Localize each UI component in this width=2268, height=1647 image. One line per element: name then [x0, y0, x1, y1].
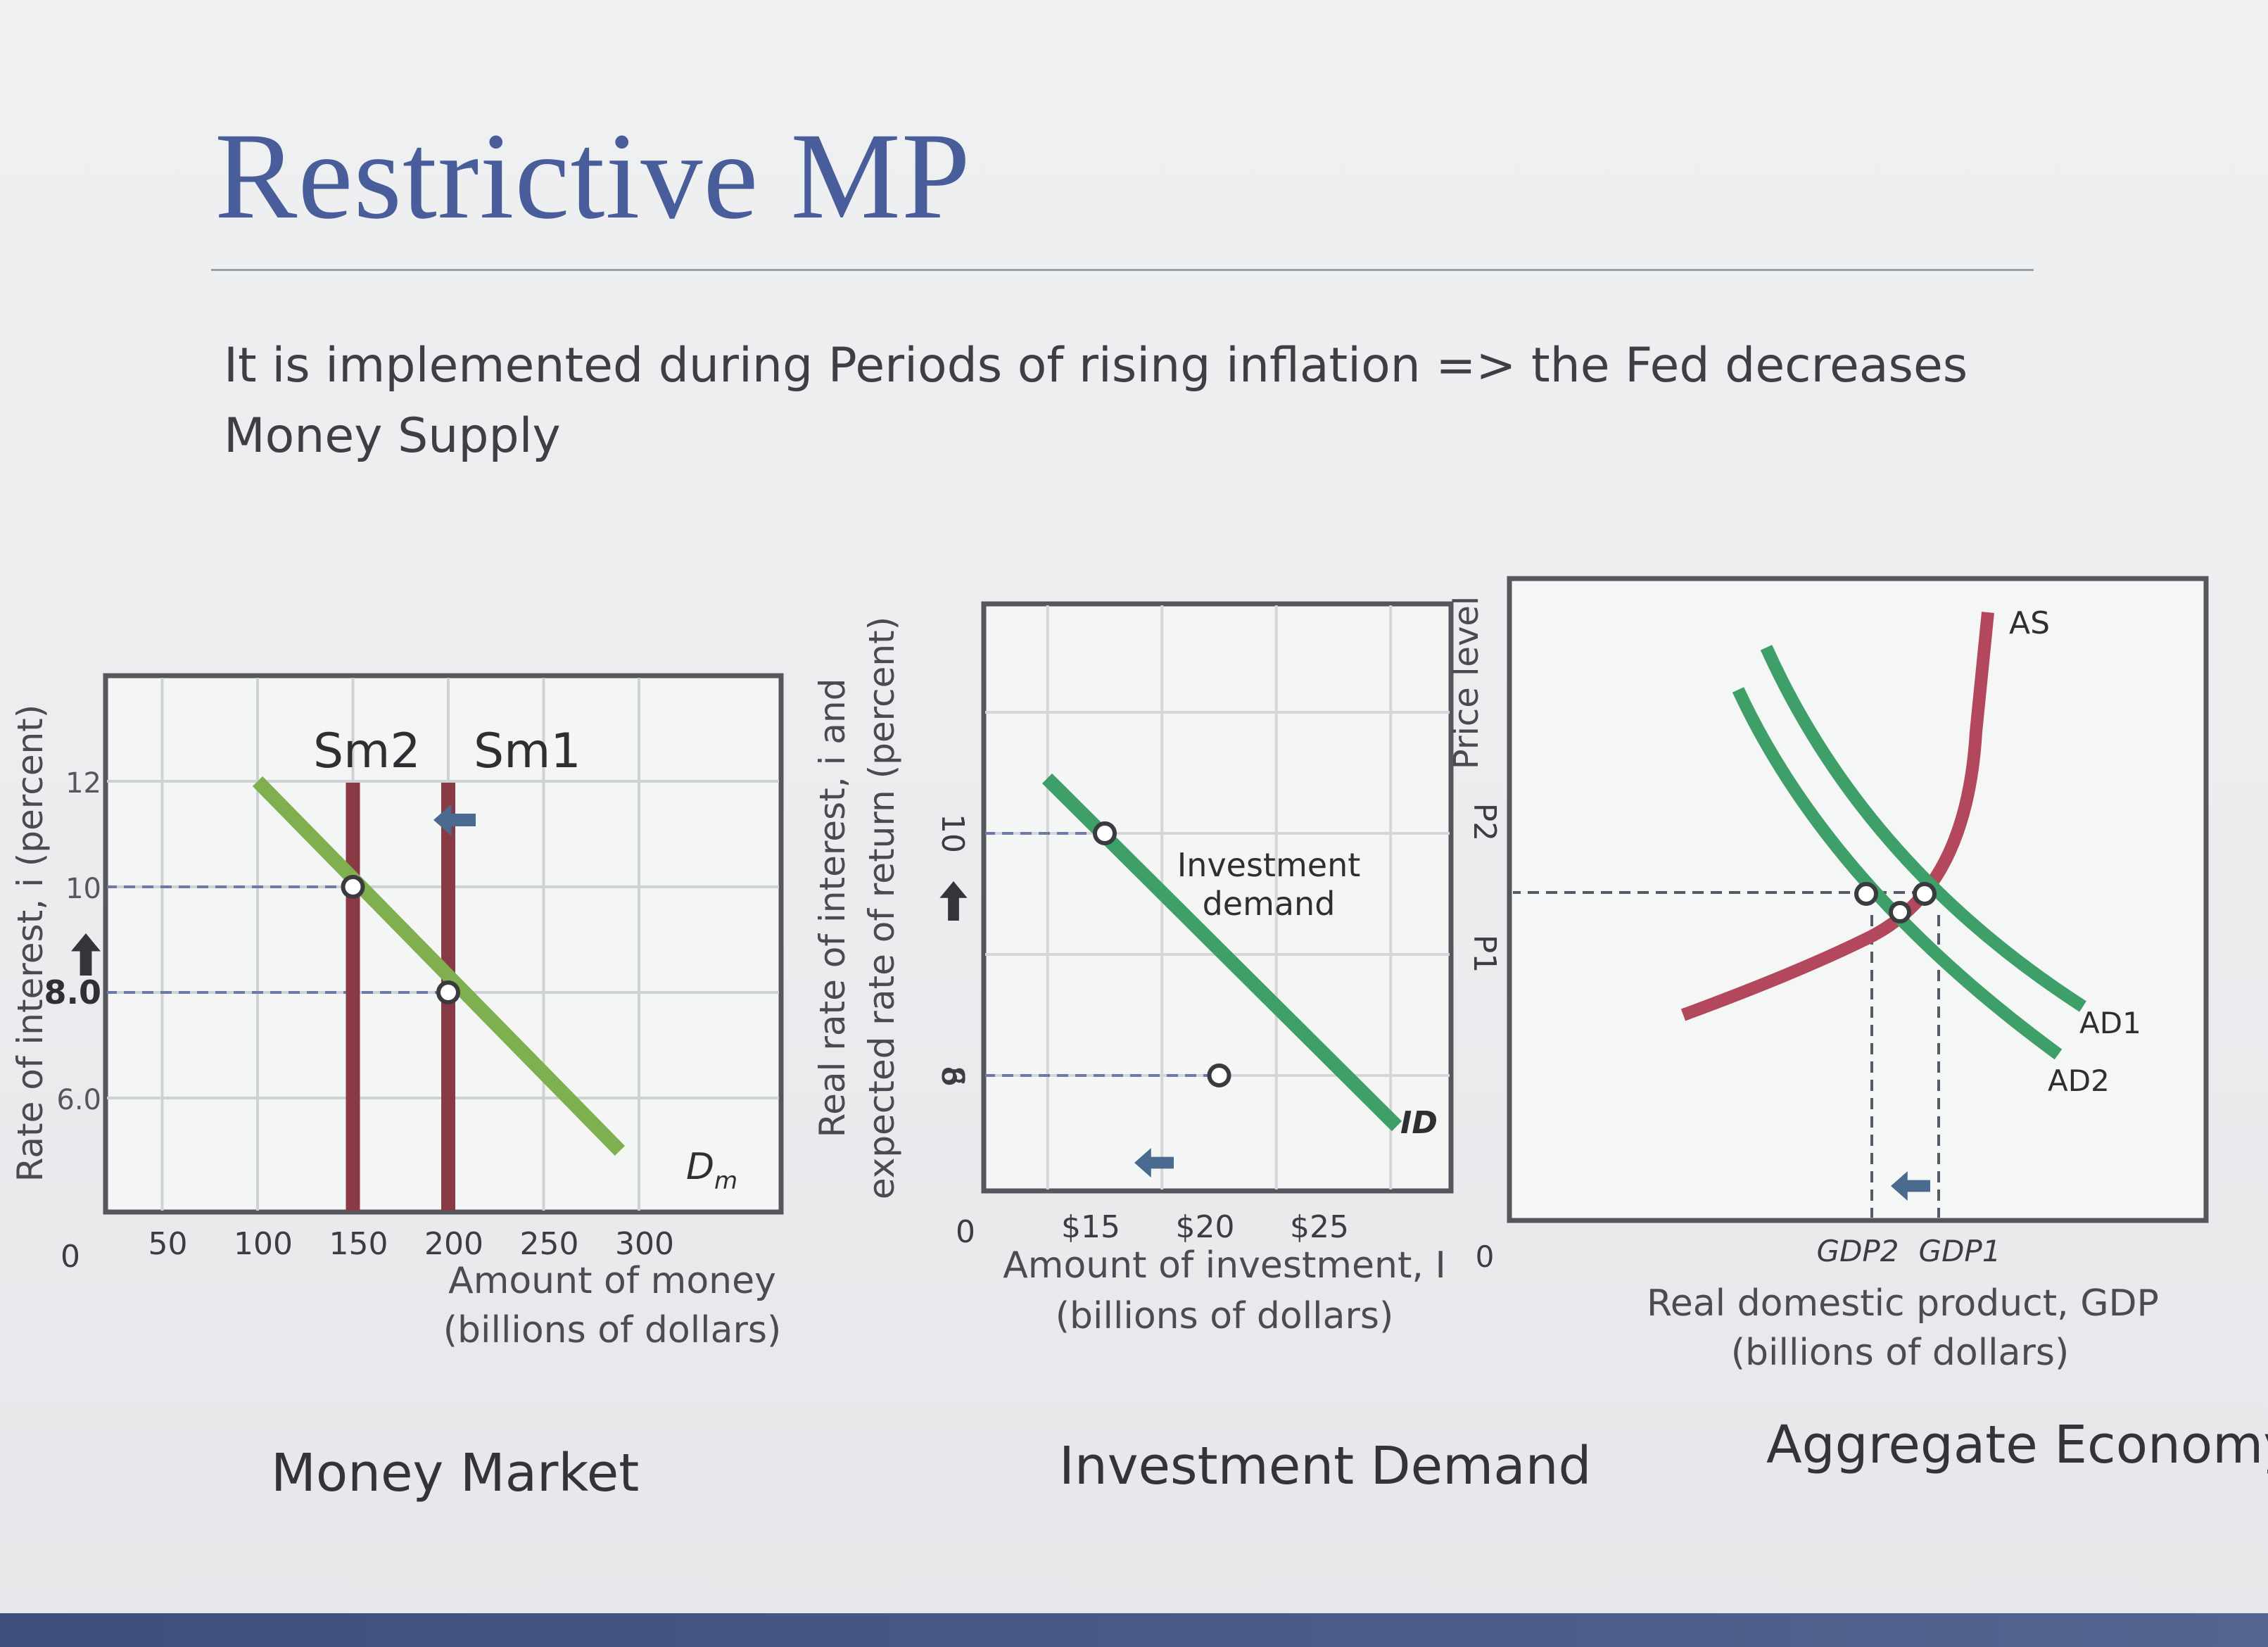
investment-y-tick: 6	[935, 1067, 970, 1087]
slide-subtitle: It is implemented during Periods of risi…	[224, 338, 1968, 464]
p2-label: P2	[1466, 803, 1502, 842]
money-supply-label: Sm2	[313, 724, 421, 779]
slide-bottom-band	[0, 1613, 2268, 1647]
title-divider	[211, 269, 2034, 271]
money-x-tick: 200	[424, 1226, 483, 1262]
money-y-tick: 6.0	[56, 1084, 101, 1116]
ad2-curve	[1732, 687, 2063, 1060]
gdp2-label: GDP2	[1817, 1234, 1899, 1268]
slide-title: Restrictive MP	[215, 108, 971, 245]
investment-rate-up-arrow	[939, 881, 968, 921]
investment-x-tick: $25	[1290, 1209, 1349, 1245]
money-ylabel: Rate of interest, i (percent)	[10, 705, 51, 1182]
investment-x-tick: $20	[1176, 1209, 1235, 1245]
investment-curve-label-line1: Investment	[1177, 846, 1361, 884]
money-y-tick: 8.0	[44, 973, 102, 1011]
money-supply-shift-arrow	[433, 804, 476, 836]
caption-investment-demand: Investment Demand	[1059, 1436, 1592, 1496]
gdp-origin-label: 0	[1476, 1239, 1495, 1274]
caption-money-market: Money Market	[271, 1443, 640, 1503]
investment-shift-arrow	[1134, 1148, 1174, 1178]
investment-xlabel-units: (billions of dollars)	[1055, 1295, 1394, 1337]
money-y-tick: 10	[65, 873, 101, 905]
investment-y-tick: 10	[935, 814, 970, 853]
investment-point	[1093, 821, 1117, 845]
caption-aggregate-economy: Aggregate Economy	[1766, 1415, 2268, 1475]
investment-y-tick: 8	[935, 1066, 970, 1085]
ad2-label: AD2	[2048, 1064, 2110, 1098]
money-supply-label: Sm1	[474, 724, 581, 779]
investment-curve-label-line2: demand	[1203, 885, 1336, 923]
money-y-tick: 12	[65, 767, 101, 800]
ad1-curve	[1760, 645, 2086, 1012]
p1-label: P1	[1466, 935, 1502, 973]
money-xlabel-units: (billions of dollars)	[443, 1309, 782, 1351]
investment-ylabel-line1: Real rate of interest, i and	[812, 679, 853, 1138]
money-rate-up-arrow	[71, 933, 101, 976]
money-x-tick: 100	[234, 1226, 293, 1262]
money-xlabel: Amount of money	[448, 1260, 776, 1302]
price-level-ylabel: Price level	[1447, 596, 1486, 770]
money-equilibrium-point	[436, 980, 460, 1004]
investment-point	[1207, 1064, 1231, 1087]
gdp-xlabel-units: (billions of dollars)	[1730, 1332, 2070, 1374]
money-x-tick: 150	[329, 1226, 388, 1262]
money-demand-label: Dm	[686, 1146, 737, 1195]
ad1-label: AD1	[2079, 1006, 2141, 1040]
as-curve	[1680, 612, 1994, 1021]
intersection-point	[1889, 901, 1911, 923]
ad2-equilibrium-point	[1854, 882, 1878, 906]
money-x-tick: 50	[148, 1226, 188, 1262]
gdp1-label: GDP1	[1919, 1234, 2001, 1268]
money-market-chart: Sm2 Sm1 Dm 50 100 150 200 250 300 0 6.0 8.0 10 12 Rate…	[10, 673, 784, 1275]
ad1-equilibrium-point	[1913, 882, 1937, 906]
investment-origin-label: 0	[956, 1214, 975, 1250]
ad-shift-arrow	[1891, 1171, 1930, 1201]
investment-curve-name: ID	[1400, 1105, 1438, 1141]
as-label: AS	[2009, 605, 2050, 641]
money-demand-curve	[252, 776, 626, 1156]
aggregate-economy-chart: AS AD1 AD2 GDP2 GDP1 0 P2 P1 Price level	[1447, 576, 2209, 1274]
money-x-tick: 300	[615, 1226, 674, 1262]
gdp-xlabel: Real domestic product, GDP	[1647, 1282, 2159, 1325]
investment-ylabel-line2: expected rate of return (percent)	[861, 617, 902, 1199]
money-x-tick: 250	[520, 1226, 579, 1262]
investment-x-tick: $15	[1061, 1209, 1120, 1245]
money-origin-label: 0	[61, 1239, 80, 1275]
investment-xlabel: Amount of investment, I	[1003, 1244, 1446, 1287]
money-equilibrium-point	[341, 875, 365, 899]
